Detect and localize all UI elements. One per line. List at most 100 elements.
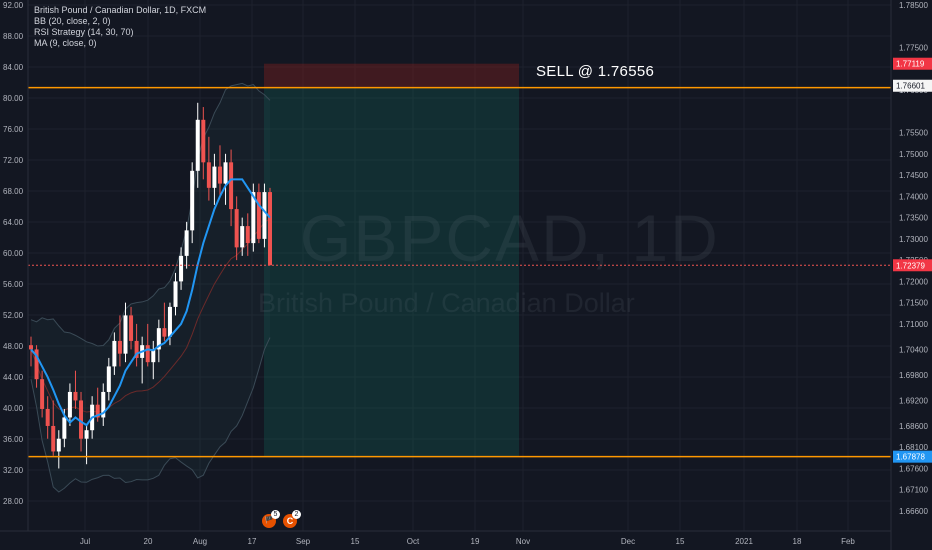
left-axis-tick: 52.00 bbox=[3, 311, 24, 320]
x-axis-label: Aug bbox=[193, 537, 207, 546]
sell-annotation: SELL @ 1.76556 bbox=[536, 63, 655, 80]
left-axis-tick: 76.00 bbox=[3, 125, 24, 134]
candle-body bbox=[145, 345, 150, 363]
price-marker-label-stop: 1.77119 bbox=[896, 60, 925, 69]
x-axis-label: 17 bbox=[248, 537, 257, 546]
candle-body bbox=[184, 230, 189, 256]
candle-body bbox=[40, 379, 45, 409]
right-axis-tick: 1.74000 bbox=[899, 192, 928, 201]
right-axis-tick: 1.74500 bbox=[899, 171, 928, 180]
candle-body bbox=[84, 430, 89, 439]
left-axis-tick: 84.00 bbox=[3, 63, 24, 72]
candle-body bbox=[129, 315, 134, 341]
left-axis-tick: 32.00 bbox=[3, 466, 24, 475]
candle-body bbox=[190, 170, 195, 231]
x-axis-label: 20 bbox=[144, 537, 153, 546]
candle-body bbox=[95, 404, 100, 418]
left-axis-tick: 40.00 bbox=[3, 404, 24, 413]
bollinger-upper bbox=[30, 82, 271, 347]
x-axis-label: Sep bbox=[296, 537, 311, 546]
bollinger-lower bbox=[30, 337, 271, 493]
candle-body bbox=[67, 391, 72, 418]
candle-body bbox=[34, 349, 39, 380]
left-axis-tick: 60.00 bbox=[3, 249, 24, 258]
left-axis-tick: 80.00 bbox=[3, 94, 24, 103]
left-axis-tick: 56.00 bbox=[3, 280, 24, 289]
left-axis-tick: 88.00 bbox=[3, 32, 24, 41]
right-axis-tick: 1.70400 bbox=[899, 345, 928, 354]
candle-body bbox=[56, 438, 61, 452]
price-marker-target bbox=[893, 450, 932, 463]
candle-body bbox=[151, 349, 156, 363]
candle-body bbox=[240, 226, 245, 248]
ma-indicator-label[interactable]: MA (9, close, 0) bbox=[34, 38, 97, 48]
stop-loss-zone bbox=[264, 63, 519, 88]
candle-body bbox=[162, 328, 167, 337]
left-axis-tick: 28.00 bbox=[3, 497, 24, 506]
left-axis-tick: 44.00 bbox=[3, 373, 24, 382]
price-marker-entry bbox=[893, 79, 932, 92]
left-axis-tick: 36.00 bbox=[3, 435, 24, 444]
candle-body bbox=[201, 119, 206, 163]
symbol-watermark: GBPCAD, 1D bbox=[300, 201, 720, 275]
candle-body bbox=[112, 340, 117, 367]
candle-body bbox=[268, 192, 272, 266]
candle-body bbox=[245, 226, 250, 244]
candle-body bbox=[217, 166, 222, 184]
right-axis-tick: 1.78500 bbox=[899, 1, 928, 10]
x-axis-label: 15 bbox=[676, 537, 685, 546]
x-axis-label: Jul bbox=[80, 537, 90, 546]
indicator-legend: British Pound / Canadian Dollar, 1D, FXC… bbox=[34, 5, 206, 49]
right-axis-tick: 1.69200 bbox=[899, 396, 928, 405]
right-axis-tick: 1.66600 bbox=[899, 507, 928, 516]
candle-body bbox=[29, 345, 33, 350]
candle-body bbox=[167, 306, 172, 337]
right-axis-tick: 1.72000 bbox=[899, 277, 928, 286]
right-axis-tick: 1.73000 bbox=[899, 235, 928, 244]
rsi-indicator-label[interactable]: RSI Strategy (14, 30, 70) bbox=[34, 27, 134, 37]
candle-body bbox=[123, 315, 128, 354]
price-marker-stop bbox=[893, 57, 932, 70]
symbol-title[interactable]: British Pound / Canadian Dollar, 1D, FXC… bbox=[34, 5, 207, 15]
right-axis-tick: 1.75500 bbox=[899, 129, 928, 138]
x-axis-label: 18 bbox=[793, 537, 802, 546]
x-axis-label: 2021 bbox=[735, 537, 753, 546]
candle-body bbox=[106, 366, 111, 392]
price-marker-current bbox=[893, 259, 932, 272]
event-count-badge: 5 bbox=[271, 510, 280, 519]
left-axis-tick: 64.00 bbox=[3, 218, 24, 227]
candle-body bbox=[134, 340, 139, 358]
candle-body bbox=[262, 192, 267, 239]
right-axis-tick: 1.71000 bbox=[899, 320, 928, 329]
candle-body bbox=[73, 391, 78, 401]
candle-body bbox=[51, 425, 56, 452]
candle-body bbox=[212, 166, 217, 188]
candle-body bbox=[223, 162, 228, 184]
candle-body bbox=[79, 400, 84, 439]
right-axis-tick: 1.67600 bbox=[899, 464, 928, 473]
right-axis-tick: 1.75000 bbox=[899, 150, 928, 159]
candle-body bbox=[206, 162, 211, 188]
x-axis-label: Nov bbox=[516, 537, 530, 546]
candle-body bbox=[62, 417, 67, 439]
bb-indicator-label[interactable]: BB (20, close, 2, 0) bbox=[34, 16, 111, 26]
candle-body bbox=[101, 391, 106, 418]
x-axis-label: 15 bbox=[351, 537, 360, 546]
right-axis-tick: 1.77500 bbox=[899, 44, 928, 53]
right-axis-tick: 1.68100 bbox=[899, 443, 928, 452]
right-axis-tick: 1.71500 bbox=[899, 299, 928, 308]
x-axis-label: 19 bbox=[471, 537, 480, 546]
right-axis-tick: 1.69800 bbox=[899, 371, 928, 380]
left-axis-tick: 92.00 bbox=[3, 1, 24, 10]
candle-body bbox=[173, 281, 178, 307]
candle-body bbox=[117, 340, 122, 354]
right-axis-tick: 1.67100 bbox=[899, 486, 928, 495]
take-profit-zone bbox=[264, 87, 519, 457]
price-marker-label-entry: 1.76601 bbox=[896, 82, 925, 91]
right-axis-tick: 1.73500 bbox=[899, 214, 928, 223]
x-axis-label: Oct bbox=[407, 537, 420, 546]
candle-body bbox=[195, 119, 200, 171]
candle-body bbox=[229, 162, 234, 210]
candle-body bbox=[156, 328, 161, 350]
